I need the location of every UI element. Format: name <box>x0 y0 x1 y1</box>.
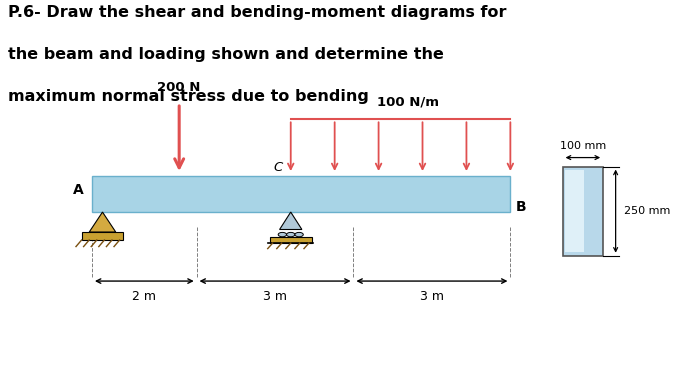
Text: 100 N/m: 100 N/m <box>377 96 438 109</box>
Polygon shape <box>279 212 302 229</box>
Text: B: B <box>516 199 526 214</box>
Circle shape <box>295 232 303 237</box>
Bar <box>563 167 603 255</box>
Text: the beam and loading shown and determine the: the beam and loading shown and determine… <box>8 47 444 62</box>
Text: 100 mm: 100 mm <box>560 141 606 151</box>
Bar <box>270 237 312 243</box>
Text: maximum normal stress due to bending: maximum normal stress due to bending <box>8 89 369 104</box>
Text: 3 m: 3 m <box>263 290 287 303</box>
Bar <box>82 232 123 240</box>
Bar <box>566 170 584 252</box>
Text: C: C <box>273 161 282 174</box>
Circle shape <box>278 232 286 237</box>
Text: P.6- Draw the shear and bending-moment diagrams for: P.6- Draw the shear and bending-moment d… <box>8 5 507 20</box>
Bar <box>92 176 510 212</box>
Text: 3 m: 3 m <box>420 290 444 303</box>
Text: 250 mm: 250 mm <box>624 206 671 216</box>
Polygon shape <box>89 212 116 232</box>
Text: A: A <box>73 183 84 197</box>
Text: 2 m: 2 m <box>132 290 156 303</box>
Circle shape <box>286 232 295 237</box>
Text: 200 N: 200 N <box>158 81 201 94</box>
